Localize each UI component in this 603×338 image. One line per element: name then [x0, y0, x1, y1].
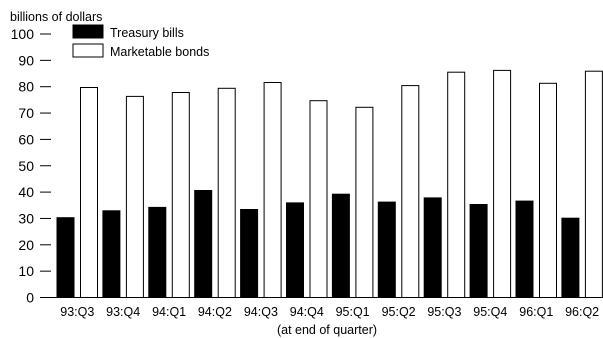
- y-tick-label: 90: [18, 52, 34, 68]
- bar-marketable-bonds: [401, 85, 420, 298]
- bar-marketable-bonds: [217, 87, 236, 298]
- x-tick-label: 93:Q3: [60, 305, 94, 319]
- legend-swatch-marketable-bonds: [72, 43, 104, 58]
- x-tick-label: 95:Q4: [473, 305, 507, 319]
- legend-label-marketable-bonds: Marketable bonds: [110, 45, 209, 59]
- bar-marketable-bonds: [171, 92, 190, 298]
- bar-treasury-bills: [377, 201, 396, 299]
- y-tick-label: 60: [18, 131, 34, 147]
- bar-marketable-bonds: [584, 70, 603, 298]
- bar-marketable-bonds: [125, 95, 144, 299]
- bar-treasury-bills: [194, 190, 213, 298]
- bars: [56, 69, 603, 299]
- x-tick-label: 96:Q2: [565, 305, 599, 319]
- legend-swatch-treasury-bills: [72, 24, 104, 39]
- x-tick-label: 95:Q2: [382, 305, 416, 319]
- y-axis-label: billions of dollars: [10, 10, 102, 24]
- bar-marketable-bonds: [493, 69, 512, 299]
- bar-treasury-bills: [423, 197, 442, 298]
- x-tick-label: 95:Q1: [336, 305, 370, 319]
- bar-treasury-bills: [148, 206, 167, 298]
- y-tick-label: 30: [18, 210, 34, 226]
- x-tick-label: 94:Q4: [290, 305, 324, 319]
- bar-marketable-bonds: [355, 106, 374, 298]
- y-tick-label: 100: [11, 26, 35, 42]
- bar-marketable-bonds: [539, 82, 557, 298]
- bar-marketable-bonds: [80, 87, 98, 298]
- x-axis: 93:Q3 93:Q4 94:Q1 94:Q2 94:Q3 94:Q4 95:Q1 95:Q2…: [60, 305, 599, 319]
- bar-marketable-bonds: [447, 71, 466, 298]
- y-tick-label: 80: [18, 79, 34, 95]
- y-tick-label: 20: [18, 237, 34, 253]
- y-tick-label: 70: [18, 105, 34, 121]
- x-tick-label: 94:Q1: [152, 305, 186, 319]
- y-tick-label: 0: [26, 290, 34, 306]
- x-tick-label: 95:Q3: [427, 305, 461, 319]
- y-axis: 0 10 20 30 40 50 60 70 80 90 100: [11, 26, 51, 306]
- bar-marketable-bonds: [263, 82, 282, 298]
- x-tick-label: 94:Q2: [198, 305, 232, 319]
- bar-marketable-bonds: [309, 100, 328, 298]
- x-tick-label: 96:Q1: [519, 305, 553, 319]
- bar-treasury-bills: [102, 210, 121, 298]
- x-tick-label: 94:Q3: [244, 305, 278, 319]
- legend-label-treasury-bills: Treasury bills: [110, 26, 184, 40]
- bar-treasury-bills: [286, 202, 304, 298]
- bar-treasury-bills: [56, 217, 75, 298]
- y-tick-label: 40: [18, 184, 34, 200]
- bar-treasury-bills: [515, 200, 534, 299]
- y-tick-label: 50: [18, 158, 34, 174]
- bar-treasury-bills: [469, 204, 488, 298]
- x-tick-label: 93:Q4: [106, 305, 140, 319]
- bar-treasury-bills: [561, 217, 580, 298]
- y-tick-label: 10: [18, 263, 34, 279]
- bar-treasury-bills: [331, 193, 350, 298]
- x-axis-title: (at end of quarter): [277, 323, 377, 337]
- bar-treasury-bills: [240, 209, 259, 298]
- legend: Treasury bills Marketable bonds: [72, 24, 209, 59]
